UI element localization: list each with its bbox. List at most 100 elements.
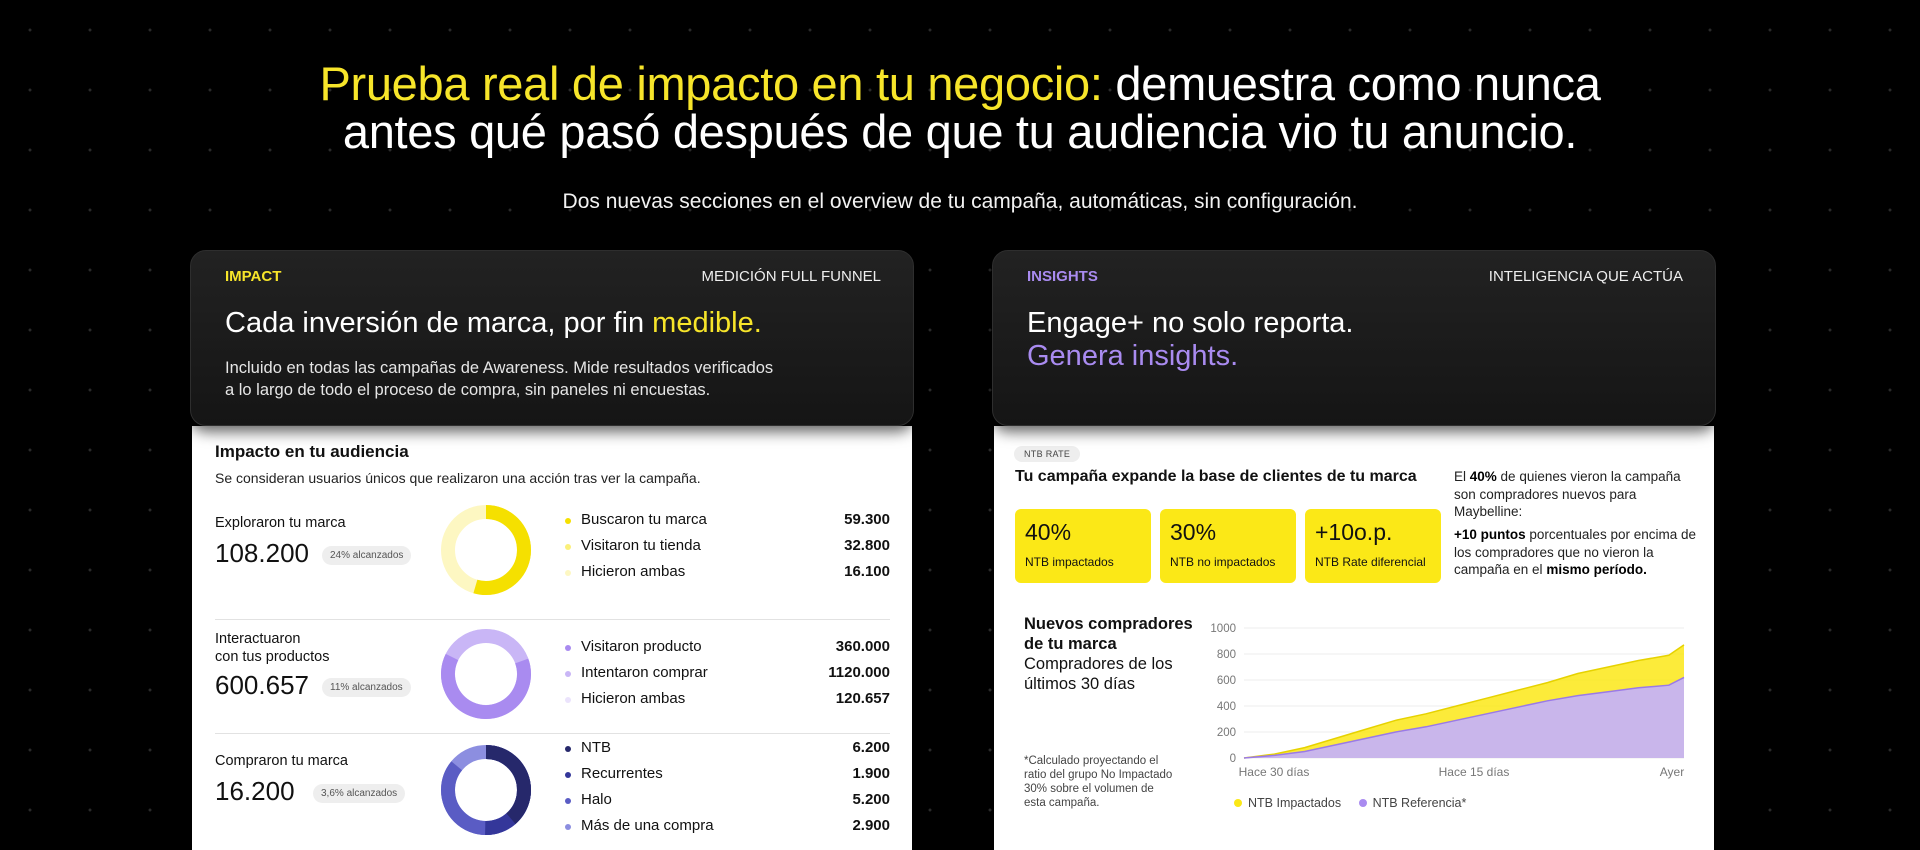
kpi-ntb-not-impacted: 30% NTB no impactados	[1160, 509, 1296, 583]
series-line-reference	[1243, 676, 1685, 759]
row-label: Hicieron ambas	[581, 563, 686, 580]
impact-title-highlight: medible.	[652, 307, 762, 339]
kpi-value: 40%	[1025, 519, 1072, 545]
insights-tag-right: INTELIGENCIA QUE ACTÚA	[1488, 268, 1683, 285]
metric-rows: Visitaron producto 360.000 Intentaron com…	[565, 638, 890, 716]
row-label: Recurrentes	[581, 765, 663, 782]
legend-dot	[1234, 799, 1242, 807]
insight2-bold2: mismo período.	[1546, 562, 1647, 577]
metric-interacted: Interactuaron con tus productos 600.657 …	[215, 618, 890, 728]
row-value: 59.300	[844, 511, 890, 528]
hero-title-line2: antes qué pasó después de que tu audienc…	[342, 105, 1578, 158]
row-label: Hicieron ambas	[581, 690, 686, 707]
reach-badge: 24% alcanzados	[322, 546, 412, 565]
row-label: Intentaron comprar	[581, 664, 708, 681]
legend-dot	[565, 798, 571, 804]
kpi-label: NTB Rate diferencial	[1315, 555, 1426, 569]
metric-row: Más de una compra 2.900	[565, 817, 890, 843]
metric-value: 108.200	[215, 538, 309, 568]
x-tick-label: Hace 15 días	[1439, 765, 1510, 779]
impact-card-header: IMPACT MEDICIÓN FULL FUNNEL Cada inversi…	[190, 250, 914, 426]
legend-dot	[565, 544, 571, 550]
impact-desc-line1: Incluido en todas las campañas de Awaren…	[225, 359, 774, 377]
insight1-bold: 40%	[1469, 469, 1497, 484]
y-tick-label: 400	[1217, 701, 1236, 713]
ntb-rate-badge: NTB RATE	[1014, 446, 1081, 462]
row-value: 2.900	[852, 817, 890, 834]
metric-explored: Exploraron tu marca 108.200 24% alcanzad…	[215, 504, 890, 614]
kpi-label: NTB no impactados	[1170, 555, 1276, 569]
series-line-impacted	[1243, 644, 1685, 759]
row-label: NTB	[581, 739, 611, 756]
donut-chart-explored	[441, 505, 531, 595]
impact-body-title: Impacto en tu audiencia	[215, 442, 409, 461]
kpi-label: NTB impactados	[1025, 555, 1114, 569]
legend-item-impacted: NTB Impactados	[1234, 796, 1341, 810]
insights-title-line2: Genera insights.	[1027, 340, 1239, 372]
legend-dot	[565, 697, 571, 703]
metric-value: 16.200	[215, 776, 295, 806]
insights-card-body: NTB RATE Tu campaña expande la base de c…	[994, 426, 1714, 850]
x-tick-label: Hace 30 días	[1239, 765, 1310, 779]
impact-body-subtitle: Se consideran usuarios únicos que realiz…	[215, 470, 701, 486]
hero-title: Prueba real de impacto en tu negocio: de…	[0, 60, 1920, 156]
legend-dot	[1358, 799, 1367, 807]
hero-title-line1-rest: demuestra como nunca	[1102, 57, 1601, 110]
metric-label: Compraron tu marca	[215, 753, 348, 769]
insight2-bold: +10 puntos	[1454, 527, 1526, 542]
kpi-ntb-diff: +10o.p. NTB Rate diferencial	[1305, 509, 1441, 583]
impact-tag: IMPACT	[225, 268, 282, 285]
insights-title: Engage+ no solo reporta. Genera insights…	[1027, 307, 1354, 373]
y-tick-label: 600	[1217, 675, 1236, 687]
insights-title-line1: Engage+ no solo reporta.	[1027, 307, 1354, 339]
legend-item-reference: NTB Referencia*	[1358, 796, 1466, 810]
row-value: 6.200	[852, 739, 890, 756]
metric-label-line1: Interactuaron	[215, 631, 301, 647]
row-value: 32.800	[844, 537, 890, 554]
donut-chart-purchased	[441, 745, 531, 835]
hero: Prueba real de impacto en tu negocio: de…	[0, 60, 1920, 156]
impact-desc-line2: a lo largo de todo el proceso de compra,…	[225, 381, 711, 399]
row-value: 360.000	[835, 638, 890, 655]
metric-row: Recurrentes 1.900	[565, 765, 890, 791]
chart-footnote: *Calculado proyectando el ratio del grup…	[1024, 755, 1173, 809]
donut-segment-search	[441, 505, 531, 595]
metric-row: Visitaron producto 360.000	[565, 638, 890, 664]
row-label: Buscaron tu marca	[581, 511, 707, 528]
divider	[215, 733, 890, 734]
insights-card-header: INSIGHTS INTELIGENCIA QUE ACTÚA Engage+ …	[992, 250, 1716, 426]
impact-description: Incluido en todas las campañas de Awaren…	[225, 357, 773, 401]
insights-body-title: Tu campaña expande la base de clientes d…	[1015, 468, 1417, 485]
insight-text-1: El 40% de quienes vieron la campaña son …	[1454, 468, 1699, 521]
row-label: Más de una compra	[581, 817, 714, 834]
legend-dot	[565, 570, 571, 576]
insight2-mid: porcentuales por encima de los comprador…	[1454, 527, 1696, 577]
legend-dot	[565, 772, 571, 778]
insight-text-2: +10 puntos porcentuales por encima de lo…	[1454, 526, 1699, 579]
chart-title-bold: Nuevos compradores de tu marca	[1024, 615, 1193, 653]
hero-subtitle: Dos nuevas secciones en el overview de t…	[562, 190, 1358, 213]
impact-title: Cada inversión de marca, por fin medible…	[225, 307, 762, 340]
metric-rows: NTB 6.200 Recurrentes 1.900 Halo 5.200 Más …	[565, 739, 890, 843]
row-label: Halo	[581, 791, 612, 808]
metric-row: Visitaron tu tienda 32.800	[565, 537, 890, 563]
insights-tag: INSIGHTS	[1027, 268, 1098, 285]
metric-purchased: Compraron tu marca 16.200 3,6% alcanzado…	[215, 732, 890, 842]
row-value: 16.100	[844, 563, 890, 580]
x-tick-label: Ayer	[1660, 765, 1684, 779]
reach-badge: 3,6% alcanzados	[313, 784, 406, 803]
row-value: 120.657	[835, 690, 890, 707]
impact-title-main: Cada inversión de marca, por fin	[225, 307, 653, 339]
reach-badge: 11% alcanzados	[322, 678, 411, 697]
metric-row: Hicieron ambas 16.100	[565, 563, 890, 589]
row-value: 5.200	[852, 791, 890, 808]
legend-label: NTB Impactados	[1248, 796, 1342, 810]
chart-legend: NTB Impactados NTB Referencia*	[1234, 796, 1480, 810]
hero-title-highlight: Prueba real de impacto en tu negocio:	[319, 57, 1103, 110]
kpi-ntb-impacted: 40% NTB impactados	[1015, 509, 1151, 583]
chart-title-rest: Compradores de los últimos 30 días	[1024, 655, 1173, 693]
metric-value: 600.657	[215, 670, 309, 700]
donut-segment-ntb	[441, 745, 531, 835]
y-tick-label: 200	[1217, 727, 1236, 739]
y-tick-label: 0	[1230, 753, 1236, 765]
